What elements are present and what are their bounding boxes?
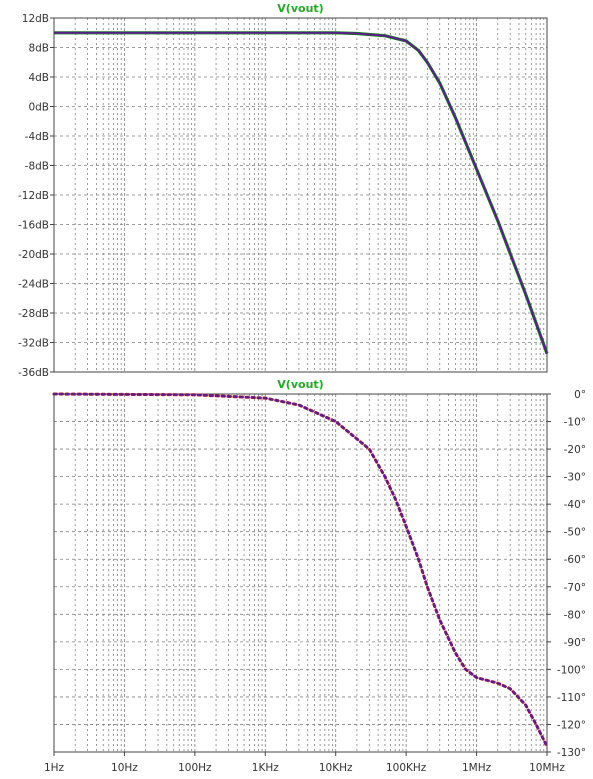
y-tick-label: -20dB [18, 249, 49, 261]
y-tick-label: -8dB [25, 161, 49, 173]
grid-lines [54, 18, 547, 372]
y-tick-label: 0° [574, 389, 586, 401]
grid-lines [54, 394, 547, 752]
phase-panel: 0° -10° -20° -30° -40° -50° -60° -70° -80° -90° -1… [44, 378, 586, 774]
series-line [54, 31, 548, 354]
y-tick-label: -60° [564, 554, 586, 566]
y-tick-label: -120° [557, 719, 586, 731]
x-tick-label: 10MHz [529, 762, 565, 774]
y-tick-label: -4dB [25, 131, 49, 143]
chart-title: V(vout) [277, 378, 323, 391]
y-tick-label: -100° [557, 664, 586, 676]
y-tick-label: -20° [564, 444, 586, 456]
x-tick-label: 100KHz [386, 762, 427, 774]
plot-frame [53, 393, 548, 753]
y-tick-label: -36dB [18, 367, 49, 379]
magnitude-panel: 12dB 8dB 4dB 0dB -4dB -8dB -12dB -16dB -20dB -24d… [18, 2, 549, 379]
y-tick-label: 4dB [28, 72, 49, 84]
x-tick-label: 1Hz [44, 762, 65, 774]
y-tick-label: -130° [557, 747, 586, 759]
y-tick-label: -40° [564, 499, 586, 511]
x-tick-label: 1MHz [462, 762, 492, 774]
y-tick-label: -30° [564, 472, 586, 484]
y-tick-label: -10° [564, 417, 586, 429]
y-tick-label: -28dB [18, 308, 49, 320]
y-tick-label: 12dB [22, 13, 49, 25]
x-tick-label: 10KHz [319, 762, 353, 774]
y-tick-label: -50° [564, 527, 586, 539]
y-tick-label: -90° [564, 637, 586, 649]
x-tick-label: 1KHz [252, 762, 279, 774]
y-tick-label: -80° [564, 609, 586, 621]
y-tick-label: -70° [564, 582, 586, 594]
y-tick-label: -12dB [18, 190, 49, 202]
series-line [52, 392, 549, 748]
y-tick-label: -24dB [18, 279, 49, 291]
y-tick-label: -32dB [18, 338, 49, 350]
y-tick-label: 8dB [28, 43, 49, 55]
y-tick-label: -110° [557, 692, 586, 704]
y-tick-label: -16dB [18, 220, 49, 232]
x-tick-label: 100Hz [178, 762, 212, 774]
chart-title: V(vout) [277, 2, 323, 15]
y-tick-label: 0dB [28, 102, 49, 114]
x-tick-label: 10Hz [111, 762, 138, 774]
